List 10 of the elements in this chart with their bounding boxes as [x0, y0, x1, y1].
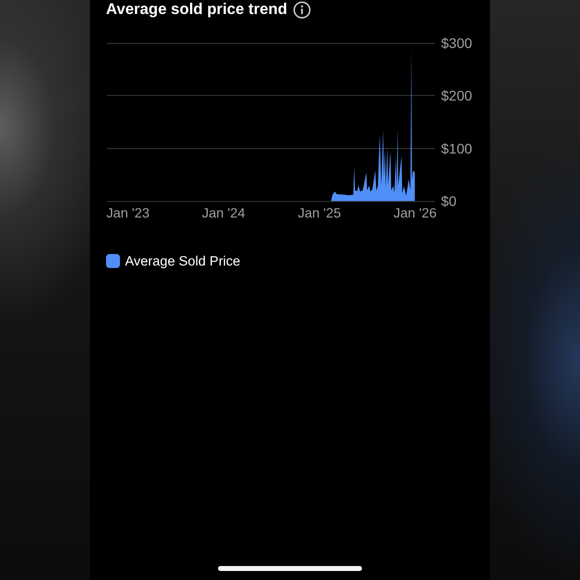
- y-tick-label: $100: [441, 140, 472, 156]
- x-tick-label: Jan '25: [298, 206, 342, 220]
- legend-label: Average Sold Price: [125, 254, 240, 268]
- y-tick-label: $300: [441, 35, 472, 51]
- y-tick-label: $0: [441, 193, 457, 209]
- y-tick-label: $200: [441, 88, 472, 104]
- x-tick-label: Jan '23: [106, 206, 150, 220]
- x-tick-label: Jan '24: [202, 206, 246, 220]
- chart-title: Average sold price trend: [106, 1, 288, 19]
- x-tick-label: Jan '26: [394, 206, 437, 220]
